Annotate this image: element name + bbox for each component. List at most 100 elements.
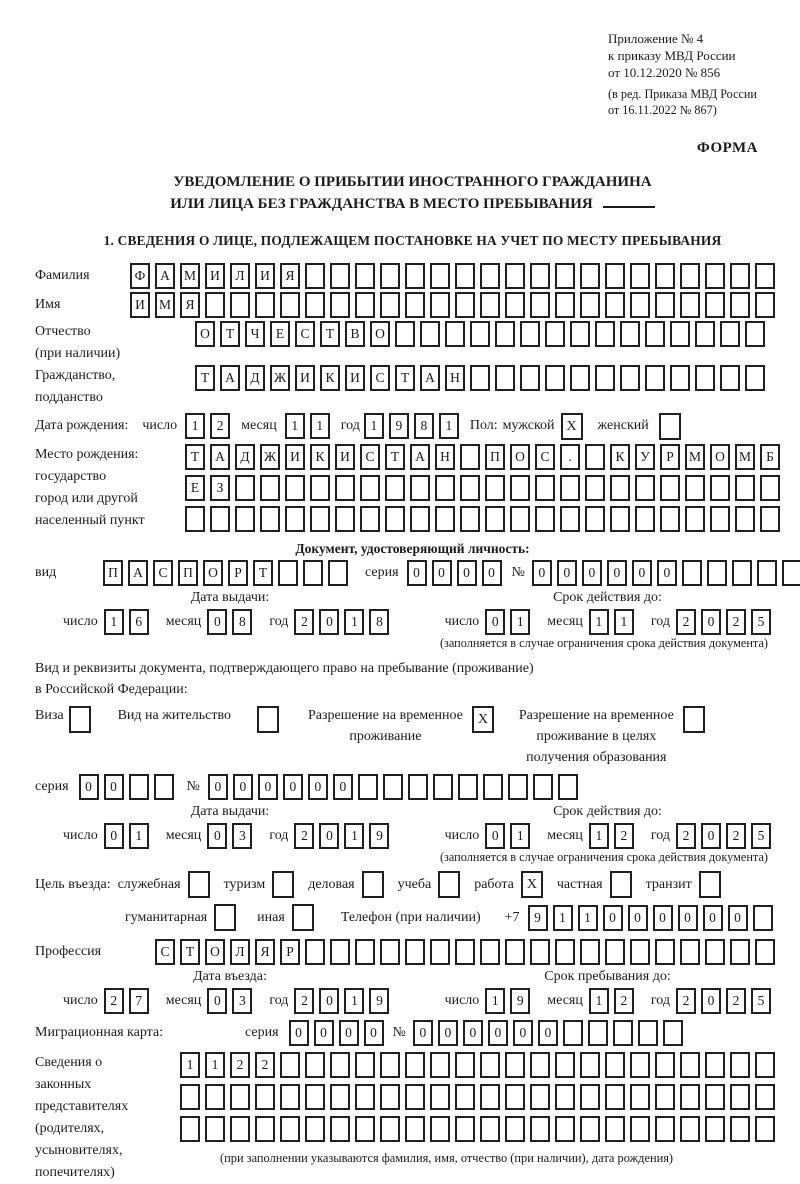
char-cell[interactable]: 0 bbox=[531, 560, 552, 586]
char-cell[interactable]: 0 bbox=[537, 1020, 558, 1046]
char-cell[interactable] bbox=[580, 292, 600, 318]
char-cell[interactable]: 1 bbox=[103, 608, 124, 635]
char-cell[interactable] bbox=[705, 1116, 725, 1142]
char-cell[interactable] bbox=[355, 292, 375, 318]
char-cell[interactable] bbox=[430, 292, 450, 318]
char-cell[interactable] bbox=[605, 939, 625, 965]
char-cell[interactable] bbox=[585, 506, 605, 532]
char-cell[interactable] bbox=[605, 263, 625, 289]
char-cell[interactable]: Т bbox=[320, 321, 340, 347]
char-cell[interactable]: 1 bbox=[510, 608, 531, 635]
char-cell[interactable] bbox=[255, 292, 275, 318]
char-cell[interactable] bbox=[505, 1084, 525, 1110]
char-cell[interactable] bbox=[430, 263, 450, 289]
char-cell[interactable]: 0 bbox=[485, 608, 506, 635]
char-cell[interactable] bbox=[505, 263, 525, 289]
char-cell[interactable]: 5 bbox=[751, 822, 771, 849]
char-cell[interactable] bbox=[705, 939, 725, 965]
checkbox-study[interactable] bbox=[438, 871, 465, 898]
char-cell[interactable]: С bbox=[370, 365, 390, 391]
char-cell[interactable]: 0 bbox=[602, 904, 623, 931]
char-cell[interactable] bbox=[335, 475, 355, 501]
char-cell[interactable] bbox=[530, 1084, 550, 1110]
char-cell[interactable] bbox=[305, 1052, 325, 1078]
char-cell[interactable] bbox=[580, 1084, 600, 1110]
char-cell[interactable] bbox=[330, 292, 350, 318]
char-cell[interactable] bbox=[580, 1116, 600, 1142]
char-cell[interactable]: Е bbox=[270, 321, 290, 347]
char-cell[interactable] bbox=[457, 774, 478, 800]
char-cell[interactable] bbox=[330, 1084, 350, 1110]
char-cell[interactable] bbox=[460, 444, 480, 470]
char-cell[interactable] bbox=[505, 1052, 525, 1078]
char-cell[interactable]: Л bbox=[230, 939, 250, 965]
char-cell[interactable] bbox=[330, 1052, 350, 1078]
char-cell[interactable] bbox=[570, 321, 590, 347]
char-cell[interactable] bbox=[755, 1116, 775, 1142]
char-cell[interactable] bbox=[530, 1052, 550, 1078]
char-cell[interactable] bbox=[698, 871, 721, 898]
char-cell[interactable]: О bbox=[205, 939, 225, 965]
char-cell[interactable]: Т bbox=[180, 939, 200, 965]
char-cell[interactable]: 0 bbox=[207, 608, 228, 635]
char-cell[interactable] bbox=[355, 939, 375, 965]
char-cell[interactable]: С bbox=[295, 321, 315, 347]
char-cell[interactable] bbox=[730, 939, 750, 965]
char-cell[interactable]: Р bbox=[228, 560, 248, 586]
char-cell[interactable]: И bbox=[130, 292, 150, 318]
char-cell[interactable] bbox=[480, 292, 500, 318]
char-cell[interactable] bbox=[535, 506, 555, 532]
char-cell[interactable]: 0 bbox=[412, 1020, 433, 1046]
char-cell[interactable] bbox=[530, 263, 550, 289]
char-cell[interactable] bbox=[305, 1116, 325, 1142]
char-cell[interactable] bbox=[545, 321, 565, 347]
char-cell[interactable] bbox=[382, 774, 403, 800]
char-cell[interactable]: Н bbox=[445, 365, 465, 391]
char-cell[interactable] bbox=[637, 1020, 658, 1046]
char-cell[interactable] bbox=[360, 506, 380, 532]
char-cell[interactable] bbox=[385, 475, 405, 501]
char-cell[interactable]: 8 bbox=[413, 413, 434, 439]
char-cell[interactable]: С bbox=[155, 939, 175, 965]
char-cell[interactable]: 1 bbox=[284, 413, 305, 439]
char-cell[interactable] bbox=[380, 1116, 400, 1142]
char-cell[interactable] bbox=[532, 774, 553, 800]
char-cell[interactable]: 0 bbox=[481, 560, 502, 586]
char-cell[interactable] bbox=[730, 263, 750, 289]
char-cell[interactable]: В bbox=[345, 321, 365, 347]
char-cell[interactable]: 0 bbox=[207, 987, 228, 1014]
char-cell[interactable]: Д bbox=[245, 365, 265, 391]
char-cell[interactable] bbox=[260, 475, 280, 501]
char-cell[interactable] bbox=[380, 1052, 400, 1078]
char-cell[interactable] bbox=[655, 1052, 675, 1078]
char-cell[interactable] bbox=[682, 706, 705, 733]
char-cell[interactable] bbox=[405, 939, 425, 965]
char-cell[interactable] bbox=[355, 1084, 375, 1110]
char-cell[interactable] bbox=[445, 321, 465, 347]
char-cell[interactable] bbox=[680, 1084, 700, 1110]
char-cell[interactable] bbox=[205, 292, 225, 318]
char-cell[interactable] bbox=[260, 506, 280, 532]
char-cell[interactable] bbox=[655, 1084, 675, 1110]
char-cell[interactable]: 0 bbox=[701, 608, 721, 635]
checkbox-visa[interactable] bbox=[68, 706, 96, 733]
char-cell[interactable]: 9 bbox=[527, 904, 548, 931]
char-cell[interactable] bbox=[405, 1084, 425, 1110]
char-cell[interactable]: И bbox=[205, 263, 225, 289]
char-cell[interactable]: 3 bbox=[232, 987, 253, 1014]
char-cell[interactable]: 2 bbox=[294, 822, 315, 849]
char-cell[interactable] bbox=[620, 321, 640, 347]
char-cell[interactable]: О bbox=[510, 444, 530, 470]
char-cell[interactable] bbox=[658, 413, 681, 440]
char-cell[interactable] bbox=[705, 292, 725, 318]
char-cell[interactable]: 0 bbox=[652, 904, 673, 931]
char-cell[interactable]: 1 bbox=[588, 608, 609, 635]
char-cell[interactable] bbox=[535, 475, 555, 501]
char-cell[interactable] bbox=[380, 939, 400, 965]
checkbox-official[interactable] bbox=[187, 871, 215, 898]
char-cell[interactable]: 9 bbox=[369, 987, 390, 1014]
char-cell[interactable] bbox=[530, 939, 550, 965]
option-temp-residence[interactable]: Разрешение на временное проживание X bbox=[308, 705, 499, 747]
char-cell[interactable] bbox=[455, 939, 475, 965]
char-cell[interactable] bbox=[630, 1116, 650, 1142]
